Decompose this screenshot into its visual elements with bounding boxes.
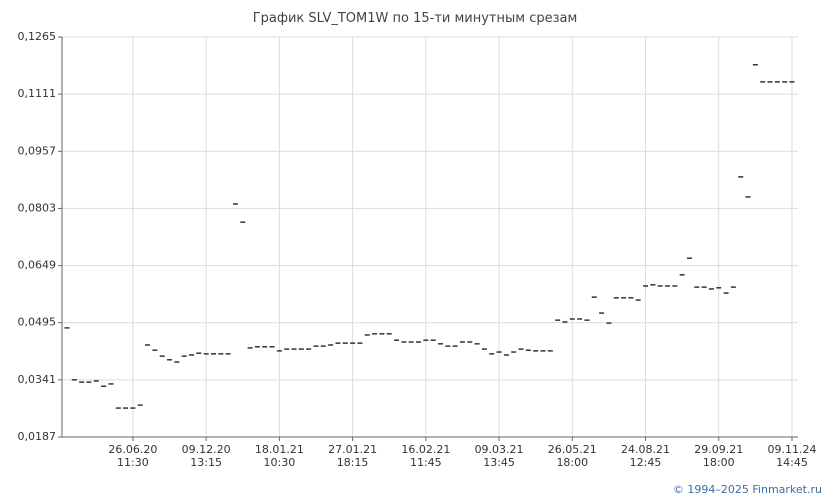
y-tick-label: 0,0957	[18, 144, 57, 157]
y-tick-label: 0,1265	[18, 30, 57, 43]
footer: © 1994–2025 Finmarket.ru	[672, 483, 822, 496]
x-tick-label: 26.05.21 18:00	[547, 443, 597, 469]
y-tick-label: 0,0187	[18, 430, 57, 443]
x-tick-label: 18.01.21 10:30	[254, 443, 304, 469]
y-tick-label: 0,0649	[18, 259, 57, 272]
y-tick-label: 0,0341	[18, 373, 57, 386]
chart-title: График SLV_TOM1W по 15-ти минутным среза…	[252, 11, 578, 26]
x-tick-label: 29.09.21 18:00	[694, 443, 744, 469]
y-tick-label: 0,0495	[18, 316, 57, 329]
x-tick-label: 26.06.20 11:30	[108, 443, 158, 469]
x-tick-label: 24.08.21 12:45	[621, 443, 671, 469]
x-tick-label: 27.01.21 18:15	[328, 443, 378, 469]
y-tick-label: 0,1111	[18, 87, 57, 100]
x-tick-label: 09.12.20 13:15	[181, 443, 231, 469]
x-tick-label: 16.02.21 11:45	[401, 443, 451, 469]
y-tick-label: 0,0803	[18, 201, 57, 214]
x-tick-label: 09.11.24 14:45	[767, 443, 817, 469]
x-tick-label: 09.03.21 13:45	[474, 443, 524, 469]
